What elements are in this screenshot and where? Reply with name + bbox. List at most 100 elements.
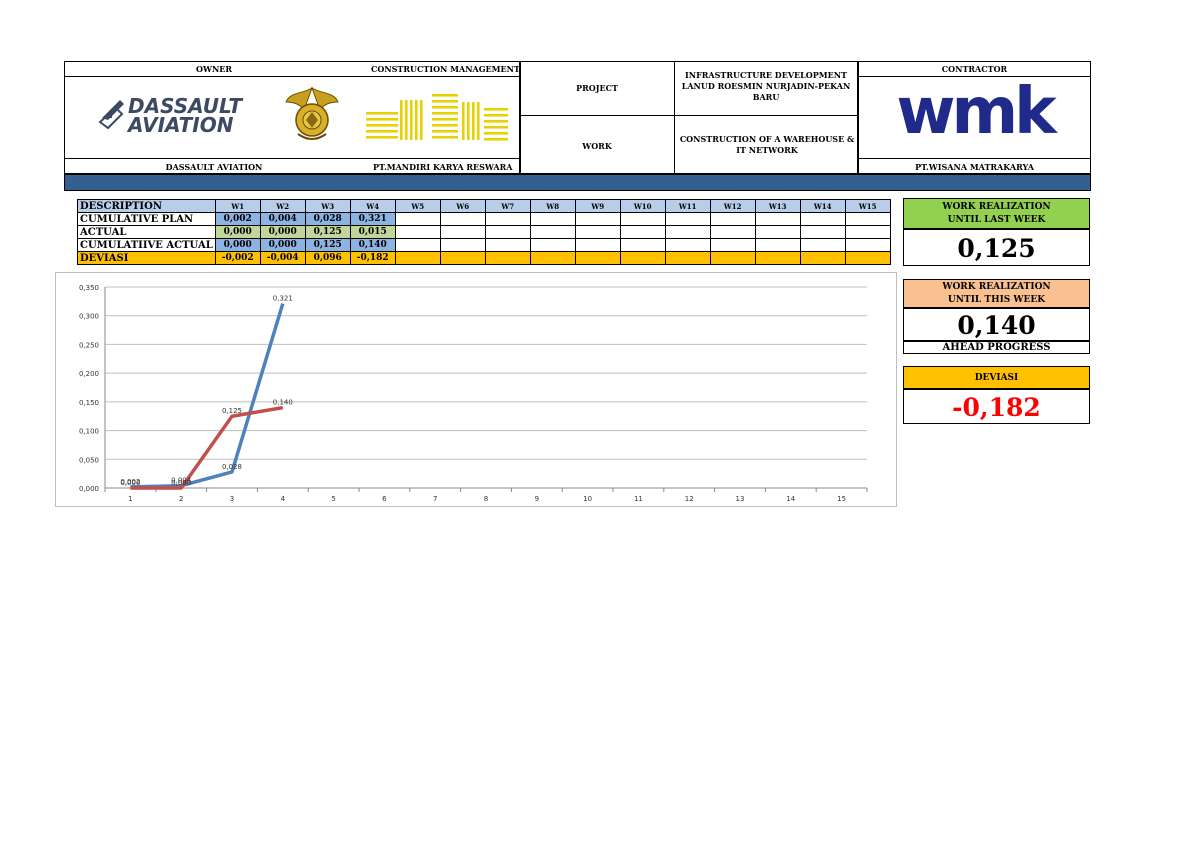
header-contractor: [858, 61, 1091, 174]
x-tick-label: 2: [179, 495, 183, 503]
table-cell: [439, 251, 486, 265]
table-cell: [754, 212, 801, 226]
y-tick-label: 0,200: [79, 370, 99, 378]
table-cell: [664, 225, 711, 239]
week-header: W3: [304, 199, 351, 213]
table-cell: 0,096: [304, 251, 351, 265]
desc-header: DESCRIPTION: [77, 199, 216, 213]
table-cell: [844, 251, 891, 265]
x-tick-label: 14: [786, 495, 795, 503]
table-cell: [844, 225, 891, 239]
project-value: INFRASTRUCTURE DEVELOPMENT LANUD ROESMIN…: [681, 70, 851, 102]
table-cell: [574, 238, 621, 252]
x-tick-label: 5: [331, 495, 335, 503]
table-cell: [754, 251, 801, 265]
table-cell: 0,125: [304, 225, 351, 239]
table-cell: 0,000: [259, 238, 306, 252]
cm-label: CONSTRUCTION MANAGEMENT: [371, 64, 520, 74]
mandiri-karya-logo: [366, 94, 508, 141]
header-row-line-top: [64, 76, 520, 77]
table-cell: [529, 251, 576, 265]
progress-chart: 0,000 0,050 0,100 0,150 0,200 0,250 0,300 0,350…: [79, 284, 868, 503]
work-value: CONSTRUCTION OF A WAREHOUSE & IT NETWORK: [679, 134, 855, 155]
row-label: CUMULATIVE PLAN: [77, 212, 216, 226]
week-header: W5: [394, 199, 441, 213]
row-label: ACTUAL: [77, 225, 216, 239]
table-cell: 0,125: [304, 238, 351, 252]
data-label: 0,002: [120, 478, 140, 486]
row-label: CUMULATIIVE ACTUAL: [77, 238, 216, 252]
data-label: 0,000: [120, 479, 140, 487]
x-tick-label: 6: [382, 495, 387, 503]
table-cell: [709, 212, 756, 226]
table-cell: [709, 251, 756, 265]
dassault-logo-line1: DASSAULT: [128, 94, 243, 118]
week-header: W4: [349, 199, 396, 213]
week-header: W1: [214, 199, 261, 213]
project-label-divider: [674, 61, 675, 174]
table-cell: -0,002: [214, 251, 261, 265]
week-header: W7: [484, 199, 531, 213]
contractor-label: CONTRACTOR: [941, 64, 1008, 74]
last-week-value: 0,125: [903, 229, 1090, 266]
table-cell: [394, 225, 441, 239]
y-tick-label: 0,300: [79, 313, 99, 321]
table-cell: [394, 251, 441, 265]
dassault-emblem-icon: [98, 100, 124, 130]
table-cell: [664, 212, 711, 226]
x-tick-label: 13: [736, 495, 745, 503]
table-cell: -0,182: [349, 251, 396, 265]
x-tick-label: 4: [281, 495, 286, 503]
table-cell: [484, 225, 531, 239]
week-header: W14: [799, 199, 846, 213]
table-cell: [439, 238, 486, 252]
ahead-progress-label: AHEAD PROGRESS: [903, 341, 1090, 354]
table-cell: [709, 238, 756, 252]
table-cell: [574, 212, 621, 226]
last-week-title-1: WORK REALIZATION: [942, 202, 1051, 212]
table-row-cumulative-plan: CUMULATIVE PLAN 0,002 0,004 0,028 0,321: [77, 212, 891, 226]
contractor-line-top: [858, 76, 1091, 77]
data-label: 0,028: [222, 463, 242, 471]
header-row-line-bottom: [64, 158, 520, 159]
week-header: W15: [844, 199, 891, 213]
table-cell: 0,321: [349, 212, 396, 226]
project-work-divider: [520, 115, 858, 116]
table-cell: [439, 225, 486, 239]
cm-name: PT.MANDIRI KARYA RESWARA: [373, 162, 513, 172]
table-cell: 0,028: [304, 212, 351, 226]
contractor-line-bottom: [858, 158, 1091, 159]
deviasi-title: DEVIASI: [903, 366, 1090, 389]
table-header-row: DESCRIPTION W1 W2 W3 W4 W5 W6 W7 W8 W9 W…: [77, 199, 891, 213]
data-label: 0,321: [273, 295, 293, 303]
x-tick-label: 8: [484, 495, 488, 503]
table-row-deviasi: DEVIASI -0,002 -0,004 0,096 -0,182: [77, 251, 891, 265]
x-tick-label: 10: [583, 495, 592, 503]
y-tick-label: 0,000: [79, 485, 99, 493]
y-tick-label: 0,150: [79, 399, 99, 407]
this-week-title-2: UNTIL THIS WEEK: [947, 295, 1046, 305]
table-cell: [484, 212, 531, 226]
header-blue-bar: [64, 174, 1091, 191]
table-cell: 0,000: [214, 225, 261, 239]
y-tick-label: 0,350: [79, 284, 99, 292]
table-cell: [754, 225, 801, 239]
table-cell: [529, 212, 576, 226]
x-tick-label: 15: [837, 495, 846, 503]
dassault-logo: DASSAULT AVIATION: [98, 96, 248, 136]
table-cell: [484, 251, 531, 265]
week-header: W2: [259, 199, 306, 213]
table-cell: [574, 225, 621, 239]
deviasi-value: -0,182: [903, 389, 1090, 424]
week-header: W11: [664, 199, 711, 213]
last-week-title-box: WORK REALIZATION UNTIL LAST WEEK: [903, 198, 1090, 229]
week-header: W10: [619, 199, 666, 213]
y-tick-label: 0,100: [79, 428, 99, 436]
this-week-title-1: WORK REALIZATION: [942, 282, 1051, 292]
table-cell: [484, 238, 531, 252]
last-week-title-2: UNTIL LAST WEEK: [947, 215, 1046, 225]
y-tick-label: 0,250: [79, 341, 99, 349]
data-label: 0,140: [273, 399, 293, 407]
table-cell: [619, 251, 666, 265]
work-label: WORK: [582, 141, 612, 151]
